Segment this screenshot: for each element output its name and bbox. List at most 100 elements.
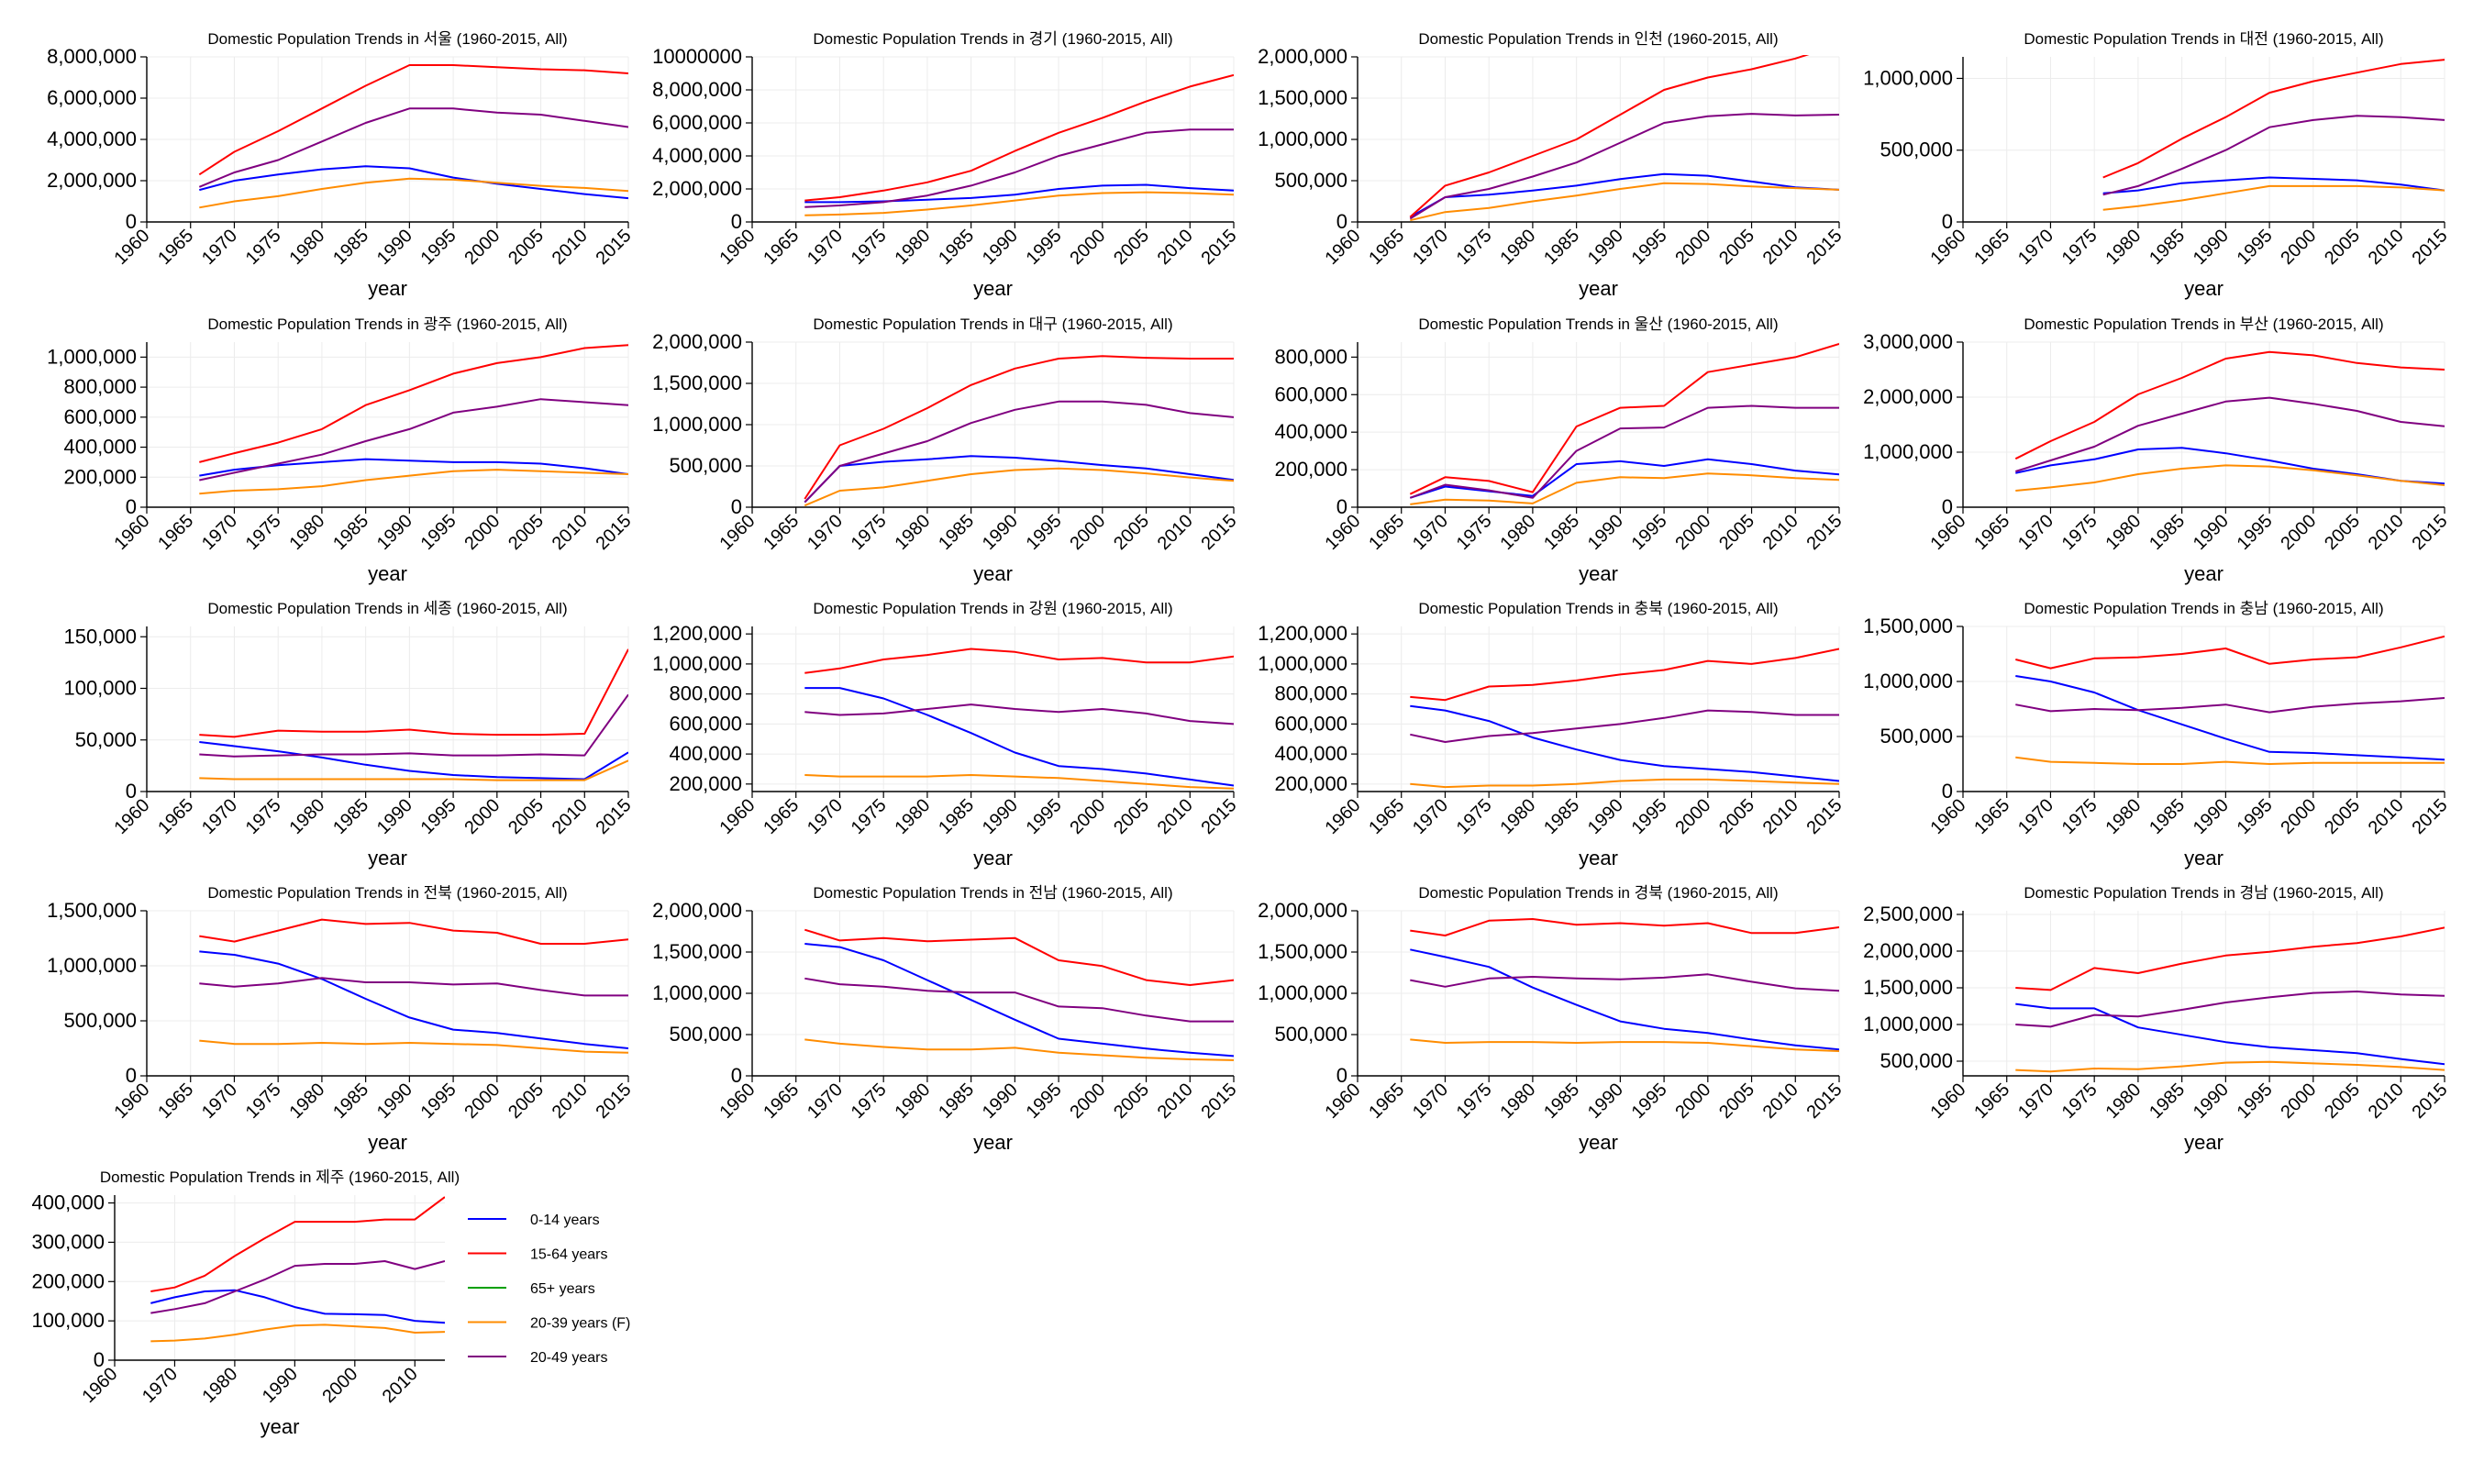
series-line-15-64-years (2014, 350, 2445, 460)
y-tick-label: 200,000 (31, 1269, 105, 1292)
series-line-15-64-years (199, 918, 628, 945)
y-tick-label: 500,000 (1274, 169, 1347, 192)
y-tick-label: 400,000 (31, 1191, 105, 1214)
panel-15-series (1410, 918, 1839, 1052)
y-tick-label: 0 (1336, 1064, 1347, 1087)
series-line-15-64-years (199, 344, 628, 463)
series-line-20-39-years-f (199, 469, 628, 495)
y-tick-label: 500,000 (669, 454, 742, 477)
panel-13-series (199, 918, 628, 1054)
panel-5-series (199, 344, 628, 495)
legend-label-20-39-years-f: 20-39 years (F) (530, 1316, 630, 1332)
series-line-15-64-years (1410, 648, 1839, 702)
panel-10-title: Domestic Population Trends in 강원 (1960-2… (813, 600, 1172, 617)
y-tick-label: 200,000 (1274, 458, 1347, 481)
panel-10-xlabel: year (973, 847, 1013, 869)
series-line-20-49-years (2015, 991, 2445, 1028)
panel-11-xlabel: year (1579, 847, 1618, 869)
panel-11-series (1410, 648, 1839, 789)
series-line-0-14-years (804, 687, 1234, 787)
series-line-20-39-years-f (199, 1039, 628, 1054)
series-line-20-39-years-f (804, 1038, 1234, 1061)
series-line-20-39-years-f (1410, 778, 1839, 789)
series-line-20-49-years (1409, 404, 1839, 499)
panel-13-xlabel: year (368, 1131, 407, 1154)
series-line-0-14-years (1410, 704, 1839, 782)
series-line-15-64-years (199, 648, 628, 738)
y-tick-label: 2,000,000 (652, 330, 742, 353)
y-tick-label: 0 (1942, 210, 1953, 233)
series-line-20-49-years (150, 1260, 445, 1314)
y-tick-label: 1,000,000 (1863, 440, 1953, 463)
y-tick-label: 3,000,000 (1863, 330, 1953, 353)
series-line-20-39-years-f (1410, 1038, 1839, 1052)
y-tick-label: 600,000 (63, 405, 137, 428)
y-tick-label: 1,000,000 (1863, 670, 1953, 692)
panel-6-xlabel: year (973, 562, 1013, 585)
y-tick-label: 1,500,000 (652, 371, 742, 394)
series-line-0-14-years (1409, 172, 1839, 218)
y-tick-label: 800,000 (63, 375, 137, 398)
series-line-0-14-years (2102, 176, 2445, 194)
series-line-15-64-years (804, 648, 1234, 674)
y-tick-label: 800,000 (669, 682, 742, 705)
panel-4-series (2102, 59, 2445, 211)
y-tick-label: 1,000,000 (652, 413, 742, 436)
panel-17-title: Domestic Population Trends in 제주 (1960-2… (100, 1168, 460, 1186)
series-line-20-39-years-f (804, 774, 1234, 790)
panel-14-xlabel: year (973, 1131, 1013, 1154)
y-tick-label: 1,000,000 (1258, 652, 1347, 675)
y-tick-label: 500,000 (1274, 1023, 1347, 1046)
y-tick-label: 100,000 (63, 677, 137, 700)
series-line-0-14-years (2015, 1002, 2445, 1066)
y-tick-label: 200,000 (669, 772, 742, 795)
panel-8-title: Domestic Population Trends in 부산 (1960-2… (2024, 316, 2383, 333)
panel-12-title: Domestic Population Trends in 충남 (1960-2… (2024, 600, 2383, 617)
panel-7-series (1409, 343, 1839, 505)
legend-label-65-years: 65+ years (530, 1281, 595, 1297)
series-line-15-64-years (804, 928, 1234, 986)
series-line-0-14-years (199, 741, 628, 781)
series-line-0-14-years (150, 1289, 445, 1324)
y-tick-label: 500,000 (1880, 725, 1953, 748)
y-tick-label: 4,000,000 (47, 127, 137, 150)
y-tick-label: 200,000 (1274, 772, 1347, 795)
panel-17-xlabel: year (261, 1415, 300, 1438)
y-tick-label: 2,000,000 (47, 169, 137, 192)
y-tick-label: 400,000 (1274, 420, 1347, 443)
y-tick-label: 2,000,000 (1258, 899, 1347, 922)
panel-5-title: Domestic Population Trends in 광주 (1960-2… (207, 316, 567, 333)
series-line-15-64-years (2015, 926, 2445, 991)
series-line-20-49-years (804, 977, 1234, 1023)
legend-label-0-14-years: 0-14 years (530, 1213, 600, 1228)
panel-12-series (2015, 635, 2445, 765)
panel-11-title: Domestic Population Trends in 충북 (1960-2… (1418, 600, 1778, 617)
y-tick-label: 2,000,000 (652, 899, 742, 922)
panel-15-xlabel: year (1579, 1131, 1618, 1154)
series-line-20-49-years (804, 128, 1234, 208)
y-tick-label: 300,000 (31, 1230, 105, 1253)
panel-16-series (2015, 926, 2445, 1073)
y-tick-label: 800,000 (1274, 682, 1347, 705)
series-line-20-49-years (199, 398, 628, 482)
series-line-0-14-years (804, 455, 1234, 504)
panel-6-series (804, 355, 1234, 507)
series-line-20-49-years (1409, 113, 1839, 220)
panel-2-series (804, 73, 1234, 216)
series-line-0-14-years (2015, 675, 2445, 761)
series-line-15-64-years (804, 355, 1234, 500)
y-tick-label: 0 (731, 1064, 742, 1087)
panel-4-title: Domestic Population Trends in 대전 (1960-2… (2024, 30, 2383, 48)
panel-1-series (198, 64, 628, 209)
y-tick-label: 500,000 (669, 1023, 742, 1046)
panel-16-title: Domestic Population Trends in 경남 (1960-2… (2024, 884, 2383, 902)
y-tick-label: 6,000,000 (652, 111, 742, 134)
y-tick-label: 100,000 (31, 1309, 105, 1332)
y-tick-label: 500,000 (1880, 1049, 1953, 1072)
y-tick-label: 1,200,000 (652, 622, 742, 645)
series-line-20-49-years (198, 107, 628, 188)
y-tick-label: 0 (1942, 780, 1953, 803)
